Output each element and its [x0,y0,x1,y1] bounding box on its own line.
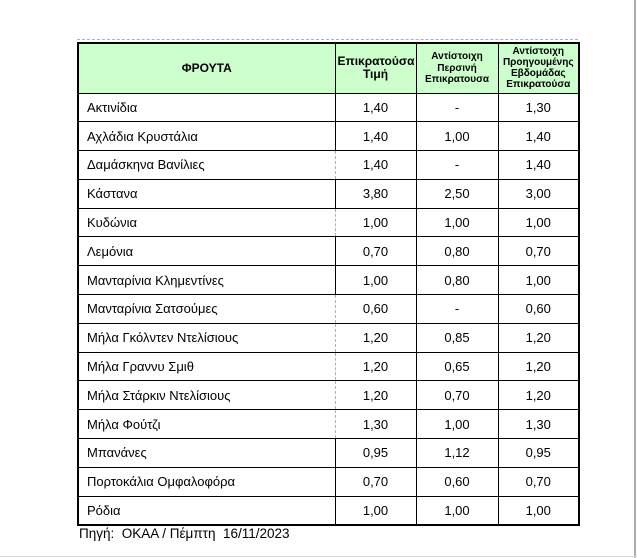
prev-week-price-cell: 1,40 [497,150,580,180]
prev-week-price-cell: 1,00 [497,495,580,526]
current-price-cell: 1,00 [334,495,417,526]
last-year-price-cell: - [415,294,499,324]
last-year-price-cell: 0,60 [415,466,499,497]
table-body: Ακτινίδια 1,40-1,30 Αχλάδια Κρυστάλια 1,40 1… [77,92,580,526]
current-price-cell: 1,20 [334,322,417,353]
fruit-name-cell: Δαμάσκηνα Βανίλιες [77,150,335,180]
prev-week-price-cell: 1,20 [497,322,580,353]
current-price-cell: 0,60 [334,294,417,324]
column-header-prev-week-price: Αντίστοιχη Προηγουμένης Εβδομάδας Επικρα… [497,42,580,94]
prev-week-price-cell: 1,40 [497,121,580,152]
table-header: ΦΡΟΥΤΑ Επικρατούσα Τιμή Αντίστοιχη Περσι… [77,42,580,94]
fruit-name-cell: Αχλάδια Κρυστάλια [77,121,335,152]
table-row: Λεμόνια 0,70 0,80 0,70 [77,236,580,267]
last-year-price-cell: 1,00 [415,121,499,152]
page-break-dashed-line [77,39,578,40]
last-year-price-cell: 1,00 [415,409,499,440]
fruit-name-cell: Μανταρίνια Κλημεντίνες [77,265,335,296]
last-year-price-cell: - [415,92,499,123]
prev-week-price-cell: 1,30 [497,409,580,440]
last-year-price-cell: 0,65 [415,351,499,382]
prev-week-price-cell: 1,20 [497,351,580,382]
prev-week-price-cell: 0,70 [497,236,580,267]
table-row: Ρόδια 1,00 1,00 1,00 [77,495,580,526]
current-price-cell: 1,00 [334,265,417,296]
window-right-edge [634,0,636,558]
fruit-price-table: ΦΡΟΥΤΑ Επικρατούσα Τιμή Αντίστοιχη Περσι… [77,42,580,526]
fruit-name-cell: Κάστανα [77,178,335,209]
prev-week-price-cell: 0,60 [497,294,580,324]
fruit-name-cell: Ακτινίδια [77,92,335,123]
current-price-cell: 1,40 [334,92,417,123]
table-row: Μήλα Γκόλντεν Ντελίσιους 1,20 0,85 1,20 [77,322,580,353]
table-row: Κυδώνια 1,00 1,00 1,00 [77,207,580,238]
table-row: Μπανάνες 0,95 1,12 0,95 [77,438,580,468]
current-price-cell: 1,20 [334,351,417,382]
column-header-current-price: Επικρατούσα Τιμή [334,42,417,94]
current-price-cell: 0,70 [334,466,417,497]
prev-week-price-cell: 0,70 [497,466,580,497]
table-row: Μήλα Γραννυ Σμιθ 1,20 0,65 1,20 [77,351,580,382]
last-year-price-cell: 1,12 [415,438,499,468]
prev-week-price-cell: 1,00 [497,207,580,238]
current-price-cell: 1,40 [334,121,417,152]
prev-week-price-cell: 0,95 [497,438,580,468]
column-header-last-year-price: Αντίστοιχη Περσινή Επικρατουσα [415,42,499,94]
prev-week-price-cell: 1,20 [497,380,580,411]
table-row: Δαμάσκηνα Βανίλιες 1,40-1,40 [77,150,580,180]
column-header-fruits: ΦΡΟΥΤΑ [77,42,336,94]
fruit-name-cell: Μήλα Γραννυ Σμιθ [77,351,335,382]
table-row: Πορτοκάλια Ομφαλοφόρα 0,70 0,60 0,70 [77,466,580,497]
current-price-cell: 0,95 [334,438,417,468]
current-price-cell: 0,70 [334,236,417,267]
current-price-cell: 1,30 [334,409,417,440]
table-row: Αχλάδια Κρυστάλια 1,40 1,00 1,40 [77,121,580,152]
fruit-name-cell: Λεμόνια [77,236,335,267]
fruit-name-cell: Μήλα Φούτζι [77,409,335,440]
last-year-price-cell: - [415,150,499,180]
fruit-name-cell: Πορτοκάλια Ομφαλοφόρα [77,466,335,497]
last-year-price-cell: 2,50 [415,178,499,209]
prev-week-price-cell: 1,00 [497,265,580,296]
fruit-name-cell: Μανταρίνια Σατσούμες [77,294,335,324]
table-row: Μήλα Φούτζι 1,30 1,00 1,30 [77,409,580,440]
last-year-price-cell: 1,00 [415,207,499,238]
fruit-name-cell: Ρόδια [77,495,335,526]
prev-week-price-cell: 1,30 [497,92,580,123]
current-price-cell: 3,80 [334,178,417,209]
table-row: Κάστανα 3,80 2,50 3,00 [77,178,580,209]
last-year-price-cell: 0,80 [415,236,499,267]
source-footnote: Πηγή: ΟΚΑΑ / Πέμπτη 16/11/2023 [79,526,290,541]
current-price-cell: 1,20 [334,380,417,411]
last-year-price-cell: 0,80 [415,265,499,296]
window-bottom-edge [0,556,637,557]
prev-week-price-cell: 3,00 [497,178,580,209]
fruit-name-cell: Μπανάνες [77,438,335,468]
last-year-price-cell: 0,70 [415,380,499,411]
current-price-cell: 1,00 [334,207,417,238]
table-header-row: ΦΡΟΥΤΑ Επικρατούσα Τιμή Αντίστοιχη Περσι… [77,42,580,94]
fruit-name-cell: Μήλα Γκόλντεν Ντελίσιους [77,322,335,353]
fruit-name-cell: Κυδώνια [77,207,335,238]
table-row: Μανταρίνια Σατσούμες 0,60-0,60 [77,294,580,324]
last-year-price-cell: 0,85 [415,322,499,353]
current-price-cell: 1,40 [334,150,417,180]
table-row: Μήλα Στάρκιν Ντελίσιους 1,20 0,70 1,20 [77,380,580,411]
fruit-name-cell: Μήλα Στάρκιν Ντελίσιους [77,380,335,411]
table-row: Μανταρίνια Κλημεντίνες 1,00 0,80 1,00 [77,265,580,296]
last-year-price-cell: 1,00 [415,495,499,526]
table-row: Ακτινίδια 1,40-1,30 [77,92,580,123]
